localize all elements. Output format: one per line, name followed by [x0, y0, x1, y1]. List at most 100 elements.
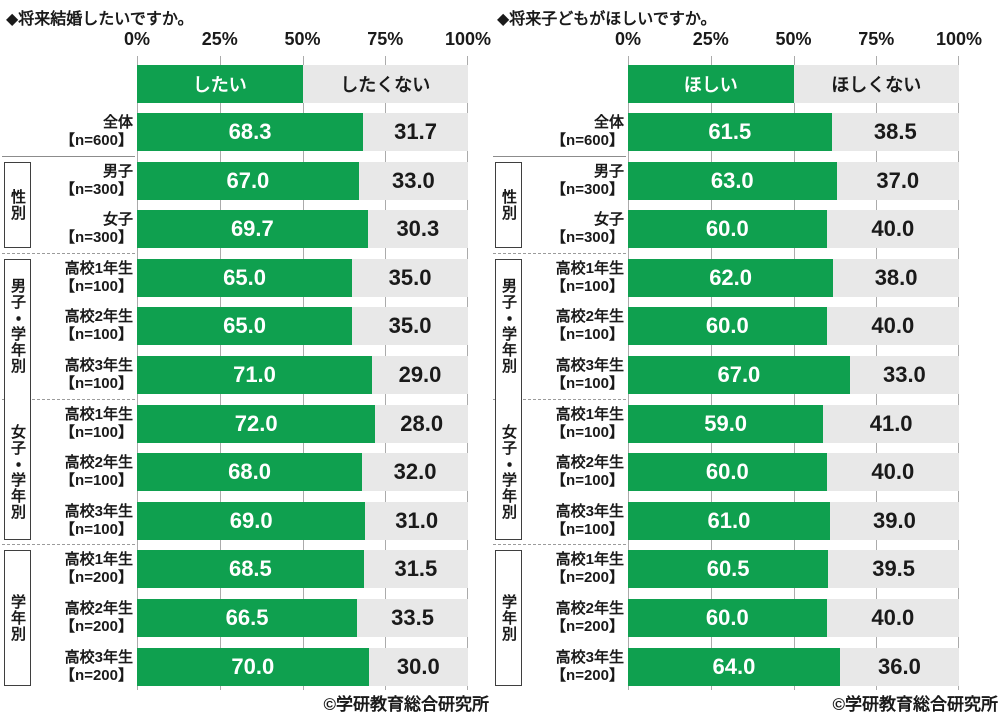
bar-value-yes: 60.0	[705, 459, 749, 485]
row-label-name: 高校3年生	[555, 648, 624, 666]
row-label: 高校1年生 【n=200】	[491, 550, 624, 588]
bar-value-yes: 69.7	[230, 216, 274, 242]
row-label-n: 【n=200】	[551, 569, 624, 587]
bar-value-no: 31.7	[394, 119, 437, 144]
bar-value-yes: 68.3	[228, 119, 272, 144]
group-separator	[2, 544, 135, 546]
group-label: 女子・学年別	[495, 405, 522, 540]
bar-value-no: 31.5	[394, 556, 438, 582]
bar-segment-yes: 59.0	[628, 404, 824, 443]
bar-value-no: 33.5	[391, 605, 434, 630]
row-label: 男子 【n=300】	[0, 162, 133, 200]
group-separator	[2, 252, 135, 254]
group-label: 男子・学年別	[4, 259, 31, 394]
group-box	[4, 258, 31, 540]
bar-segment-yes: 68.0	[137, 453, 363, 492]
bar-segment-no: 41.0	[823, 404, 959, 443]
legend-item-yes: したい	[137, 65, 303, 103]
chart-panel-children: ◆将来子どもがほしいですか。 0% 25% 50% 75% 100% ほしい ほ…	[491, 0, 1000, 716]
bar-value-no: 31.0	[395, 507, 439, 533]
bar-segment-no: 32.0	[362, 453, 468, 492]
group-label-text: 女子・学年別	[500, 424, 517, 521]
bar-segment-yes: 67.0	[628, 356, 850, 394]
row-label-name: 高校2年生	[555, 454, 624, 472]
stacked-bar: 60.0 40.0	[628, 307, 959, 346]
bar-row: 高校1年生 【n=200】 60.5 39.5	[491, 550, 959, 589]
row-label: 高校3年生 【n=100】	[491, 502, 624, 540]
row-label-n: 【n=200】	[60, 666, 133, 684]
bar-value-yes: 67.0	[226, 167, 270, 193]
stacked-bar: 60.0 40.0	[628, 453, 959, 492]
row-label-n: 【n=100】	[60, 375, 133, 392]
bar-segment-yes: 64.0	[628, 647, 840, 686]
row-label-n: 【n=100】	[551, 520, 624, 538]
bar-value-yes: 61.5	[708, 119, 752, 144]
axis-tick-label: 25%	[201, 29, 238, 49]
bar-value-yes: 70.0	[231, 653, 275, 679]
bar-value-no: 39.0	[873, 507, 916, 533]
bar-segment-no: 28.0	[375, 404, 468, 443]
stacked-bar: 69.0 31.0	[137, 501, 468, 540]
row-label-name: 高校2年生	[64, 600, 133, 617]
legend: ほしい ほしくない	[628, 65, 959, 103]
bar-row: 女子 【n=300】 60.0 40.0	[491, 210, 959, 249]
bar-value-yes: 60.0	[705, 605, 749, 630]
bar-value-no: 36.0	[878, 653, 921, 679]
chart-title: ◆将来子どもがほしいですか。	[497, 11, 717, 28]
row-label: 高校1年生 【n=100】	[0, 259, 133, 297]
stacked-bar: 67.0 33.0	[137, 161, 468, 200]
row-label-name: 男子	[102, 162, 133, 180]
axis-tick-label: 100%	[935, 29, 983, 49]
bar-segment-yes: 60.0	[628, 599, 827, 637]
bar-segment-no: 33.5	[357, 599, 468, 637]
group-label-text: 学年別	[9, 593, 26, 642]
bar-segment-no: 30.0	[368, 647, 468, 686]
legend-label-no: ほしくない	[831, 75, 922, 95]
group-box	[495, 550, 522, 686]
row-label: 高校1年生 【n=100】	[0, 405, 133, 443]
bar-segment-yes: 71.0	[137, 356, 372, 394]
bar-row: 高校3年生 【n=100】 71.0 29.0	[0, 356, 468, 394]
legend-item-no: ほしくない	[793, 65, 959, 103]
bar-segment-yes: 66.5	[137, 599, 358, 637]
row-label-name: 高校2年生	[555, 308, 624, 326]
axis-tick-label: 50%	[284, 29, 321, 49]
row-label-name: 男子	[593, 162, 624, 180]
bar-value-yes: 72.0	[234, 410, 278, 436]
stacked-bar: 67.0 33.0	[628, 356, 959, 394]
row-label-n: 【n=200】	[551, 666, 624, 684]
group-separator	[493, 252, 626, 254]
group-label-text: 男子・学年別	[500, 278, 517, 375]
bar-segment-no: 33.0	[358, 161, 468, 200]
bar-value-yes: 68.0	[228, 459, 271, 485]
row-label-name: 高校1年生	[64, 551, 133, 569]
bar-value-no: 40.0	[871, 605, 915, 630]
bar-value-no: 40.0	[871, 459, 915, 485]
bar-segment-no: 38.5	[831, 113, 959, 151]
bar-segment-no: 40.0	[826, 307, 959, 346]
row-label-name: 高校1年生	[555, 551, 624, 569]
group-separator	[493, 544, 626, 546]
row-label: 男子 【n=300】	[491, 162, 624, 200]
row-label: 高校1年生 【n=100】	[491, 259, 624, 297]
stacked-bar: 63.0 37.0	[628, 161, 959, 200]
row-label-name: 高校3年生	[64, 648, 133, 666]
group-separator	[2, 398, 135, 400]
row-label-name: 全体	[102, 114, 133, 131]
bar-row: 高校1年生 【n=200】 68.5 31.5	[0, 550, 468, 589]
bar-row: 高校2年生 【n=200】 66.5 33.5	[0, 599, 468, 637]
stacked-bar: 72.0 28.0	[137, 404, 468, 443]
bar-value-yes: 60.0	[705, 313, 749, 339]
axis-tick-label: 50%	[775, 29, 812, 49]
stacked-bar: 66.5 33.5	[137, 599, 468, 637]
row-label-name: 高校2年生	[555, 600, 624, 617]
bar-row: 高校3年生 【n=200】 64.0 36.0	[491, 647, 959, 686]
chart-title: ◆将来結婚したいですか。	[6, 11, 194, 28]
bar-segment-yes: 70.0	[137, 647, 369, 686]
axis-tick-label: 75%	[858, 29, 895, 49]
row-label: 全体 【n=600】	[491, 113, 624, 151]
bar-rows: 全体 【n=600】 61.5 38.5 男子 【n=300】 63.0 37.0 女子 【n=3…	[491, 113, 959, 698]
bar-row: 高校1年生 【n=100】 62.0 38.0	[491, 258, 959, 297]
row-label: 高校3年生 【n=100】	[0, 356, 133, 394]
